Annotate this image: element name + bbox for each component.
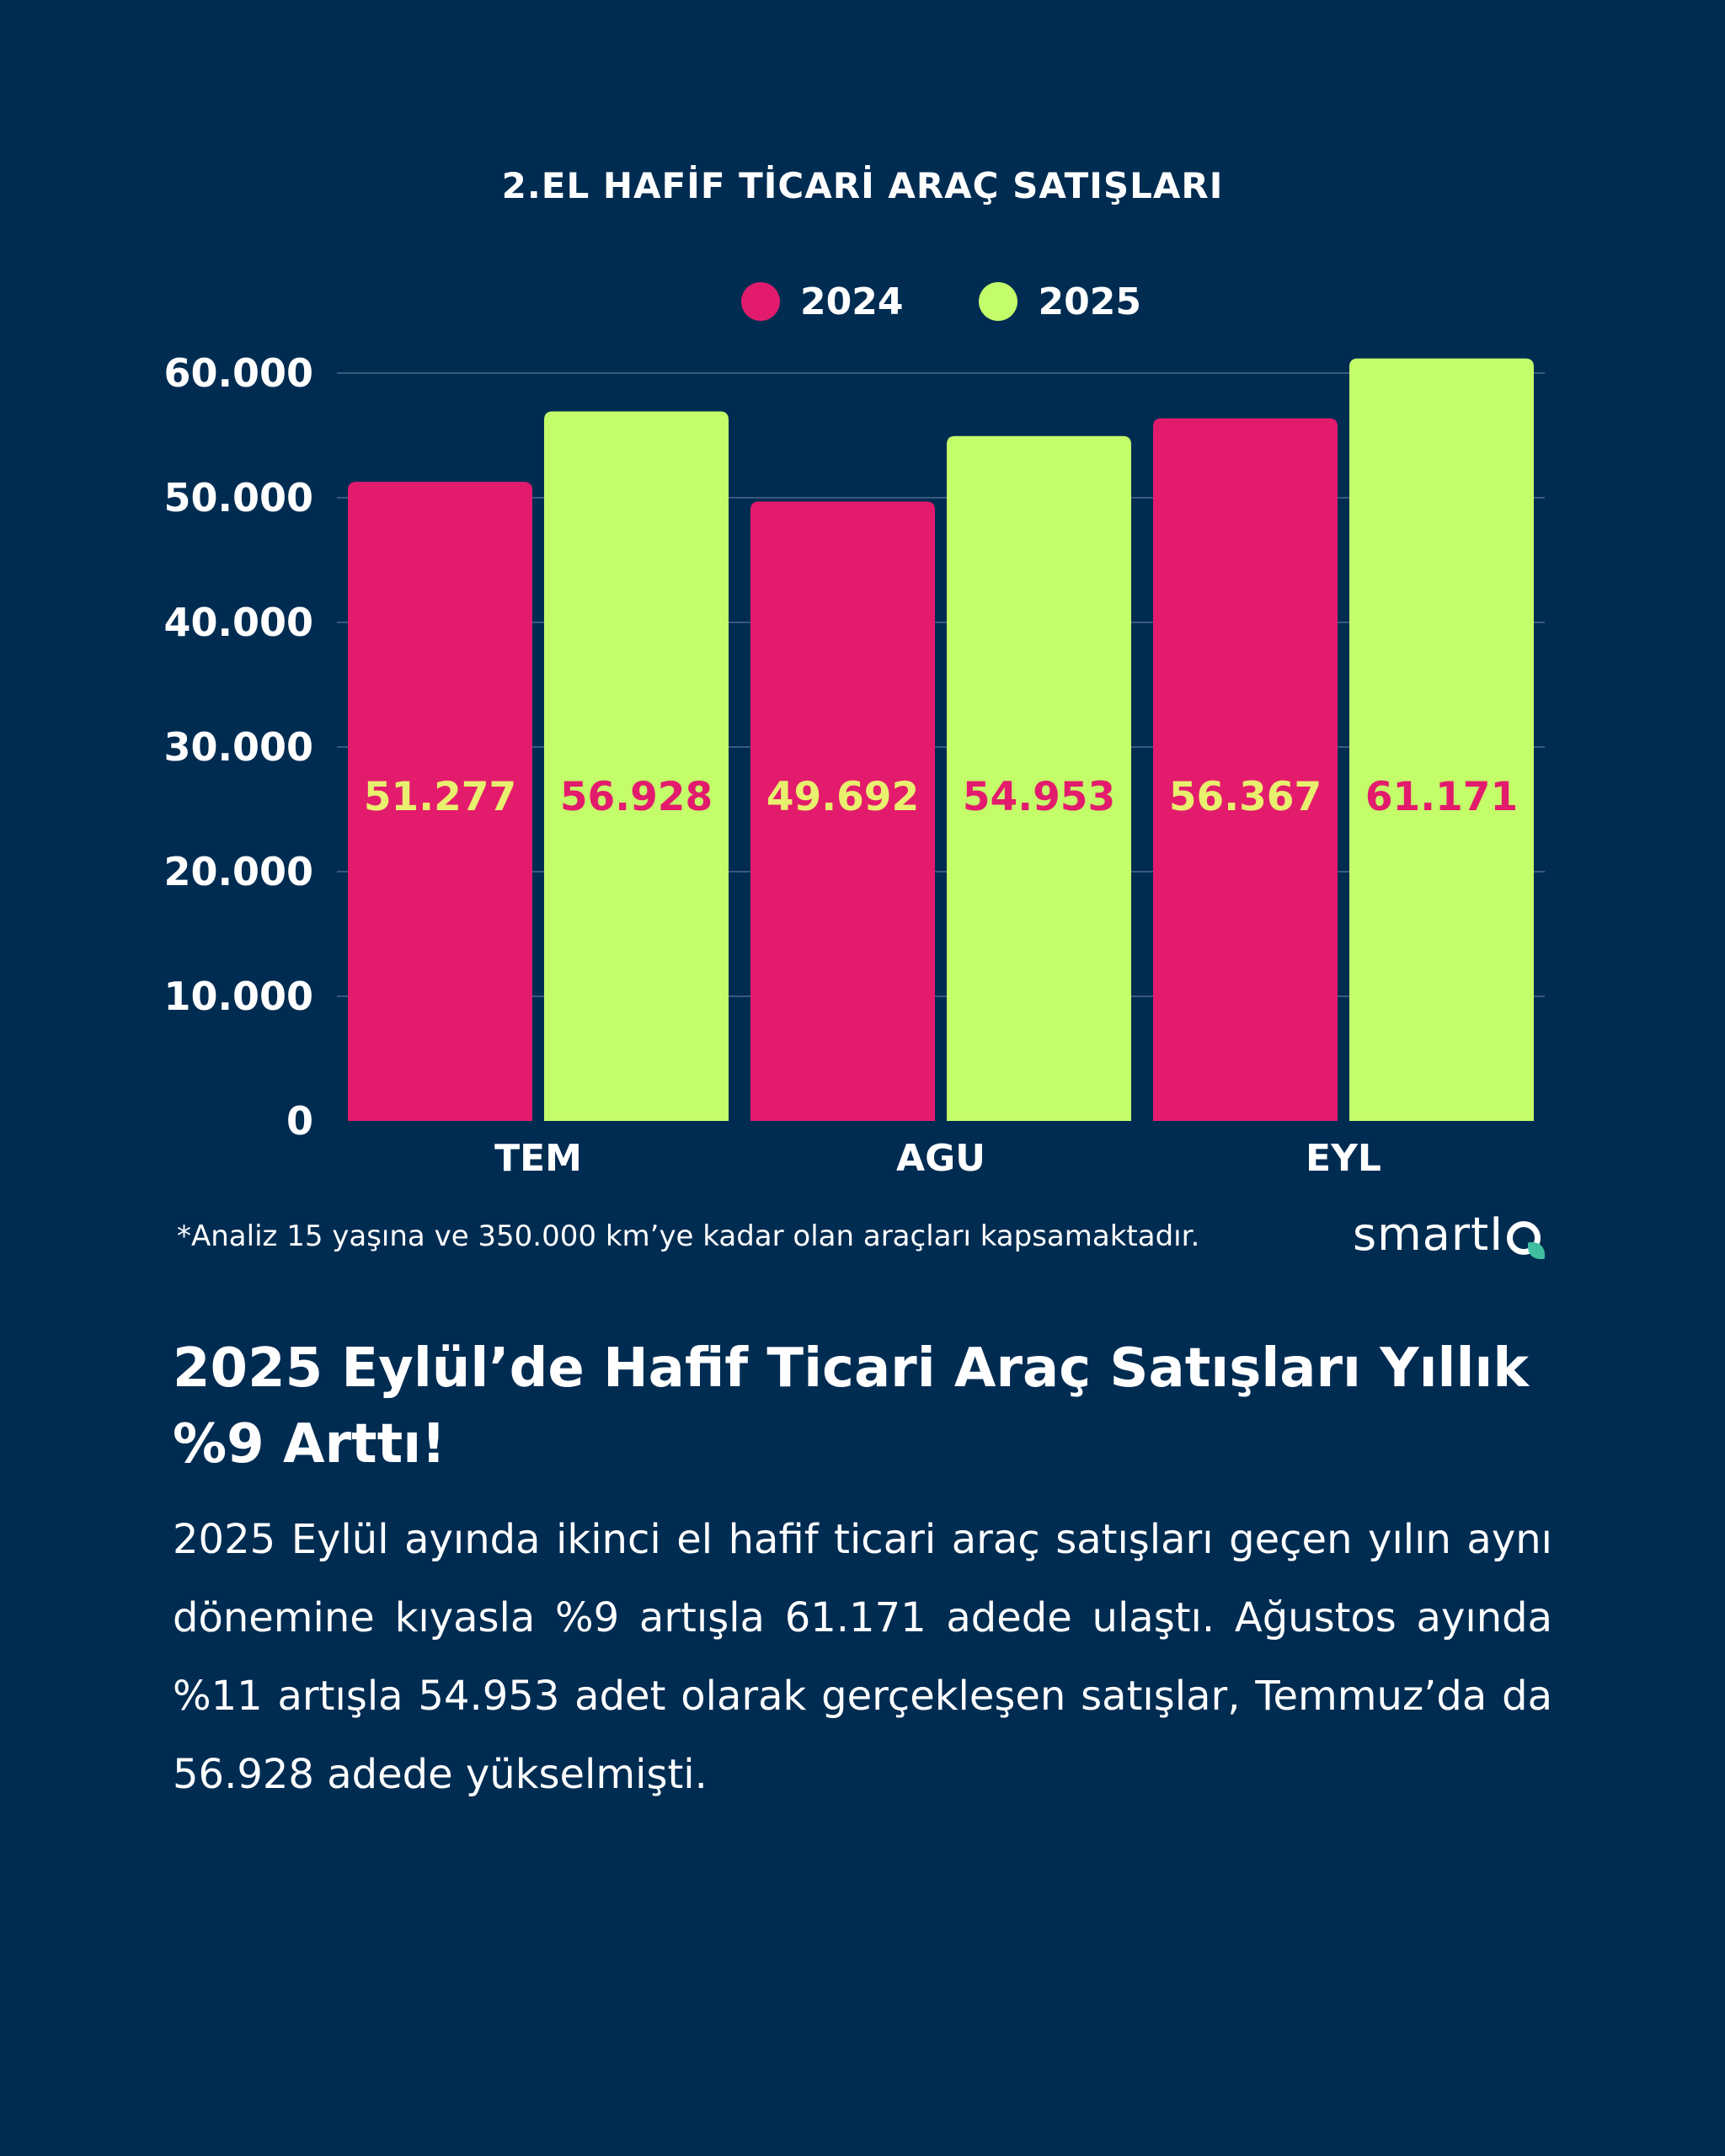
brand-logo: smartI (1353, 1208, 1546, 1261)
bar-2024-agu (750, 501, 935, 1121)
x-tick-label: EYL (1306, 1137, 1381, 1180)
y-tick-label: 0 (286, 1098, 313, 1144)
y-tick-label: 40.000 (163, 600, 313, 645)
bar-2024-eyl (1153, 418, 1338, 1121)
legend-dot-2025 (979, 282, 1018, 321)
q-mark-icon (1507, 1220, 1546, 1259)
bar-value-label: 56.928 (560, 774, 713, 820)
bar-2025-eyl (1349, 358, 1534, 1121)
chart-legend: 2024 2025 (741, 278, 1141, 325)
x-tick-label: TEM (494, 1137, 582, 1180)
brand-name: smartI (1353, 1208, 1504, 1261)
bar-value-label: 49.692 (766, 774, 919, 820)
bar-chart: 0 10.000 20.000 30.000 40.000 50.000 60.000 51.… (163, 350, 1545, 1180)
x-tick-label: AGU (896, 1137, 985, 1180)
article-body: 2025 Eylül ayında ikinci el hafif ticari… (173, 1516, 1552, 1798)
legend-label-2025: 2025 (1038, 280, 1141, 323)
bar-2024-tem (348, 482, 532, 1121)
bar-value-label: 56.367 (1169, 774, 1322, 820)
y-tick-label: 20.000 (163, 849, 313, 894)
footnote: *Analiz 15 yaşına ve 350.000 km’ye kadar… (177, 1219, 1200, 1253)
legend-item-2024: 2024 (741, 280, 903, 323)
legend-item-2025: 2025 (979, 280, 1141, 323)
y-tick-label: 10.000 (163, 974, 313, 1019)
bar-value-label: 61.171 (1365, 774, 1518, 820)
bar-value-label: 54.953 (963, 774, 1115, 820)
legend-label-2024: 2024 (800, 280, 904, 323)
bar-2025-tem (544, 411, 729, 1122)
y-tick-label: 60.000 (163, 350, 313, 396)
article-headline: 2025 Eylül’de Hafif Ticari Araç Satışlar… (173, 1337, 1529, 1476)
bar-2025-agu (947, 435, 1131, 1121)
bar-value-label: 51.277 (364, 774, 516, 820)
legend-dot-2024 (741, 282, 780, 321)
y-tick-label: 50.000 (163, 475, 313, 520)
chart-title: 2.EL HAFİF TİCARİ ARAÇ SATIŞLARI (501, 165, 1224, 206)
y-tick-label: 30.000 (163, 724, 313, 770)
